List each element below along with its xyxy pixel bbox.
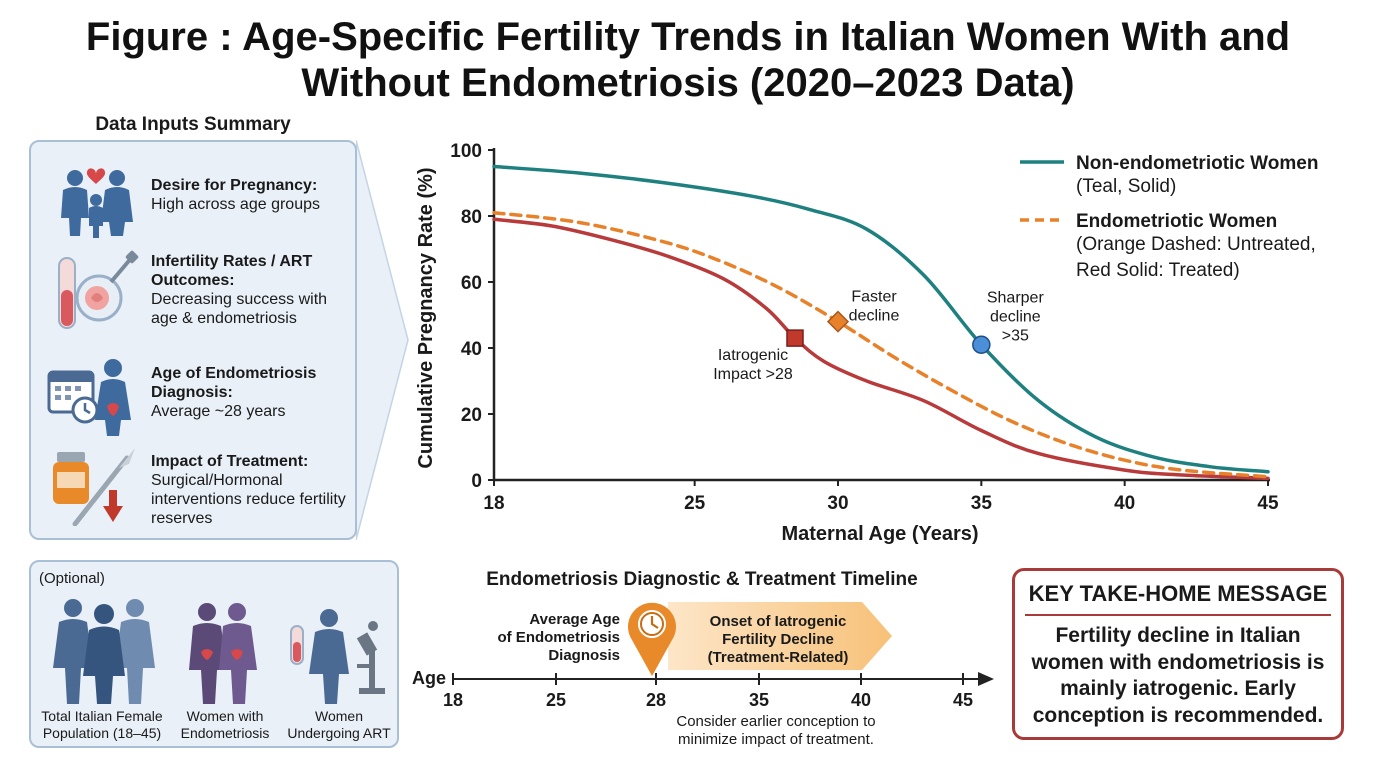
x-tick-label: 30 <box>827 493 848 514</box>
x-tick-label: 35 <box>971 493 993 514</box>
x-tick-label: 40 <box>1114 493 1135 514</box>
test-tube-embryo-icon <box>58 250 139 329</box>
chart-legend: Non-endometriotic Women (Teal, Solid) En… <box>1020 153 1318 281</box>
marker-annotation-line: Impact >28 <box>713 366 793 383</box>
iatrogenic-decline-arrow <box>668 602 892 670</box>
decline-label-line: (Treatment-Related) <box>708 649 849 666</box>
y-tick-label: 40 <box>461 339 482 360</box>
marker-layer <box>786 310 991 354</box>
marker-iatrogenic-square <box>786 329 804 347</box>
marker-annotation-line: Sharper <box>987 290 1045 307</box>
timeline-tick-label: 40 <box>851 690 871 710</box>
x-tick-label: 45 <box>1257 493 1279 514</box>
women-endometriosis-icon <box>189 603 257 704</box>
summary-item-title: Age of Endometriosis Diagnosis: <box>151 365 317 401</box>
summary-item-title: Impact of Treatment: <box>151 453 309 470</box>
marker-annotation-line: Faster <box>851 289 897 306</box>
marker-annotation-line: decline <box>990 309 1041 326</box>
decline-label-line: Fertility Decline <box>722 631 834 648</box>
legend-desc-non-endometriotic: (Teal, Solid) <box>1076 176 1176 197</box>
takehome-body: Fertility decline in Italian women with … <box>1031 624 1325 727</box>
woman-art-icon <box>290 609 385 704</box>
treatment-timeline: Endometriosis Diagnostic & Treatment Tim… <box>412 569 994 748</box>
y-tick-label: 100 <box>450 141 482 162</box>
summary-item-treatment-impact: Impact of Treatment: Surgical/Hormonal i… <box>31 444 355 538</box>
optional-population-panel: (Optional) Total Italian Female Populati… <box>29 560 399 748</box>
legend-desc-endometriotic: (Orange Dashed: Untreated, Red Solid: Tre… <box>1076 234 1316 281</box>
summary-item-text: High across age groups <box>151 196 320 213</box>
summary-item-text: Average ~28 years <box>151 403 286 420</box>
timeline-arrowhead <box>978 672 994 686</box>
y-axis-title: Cumulative Pregnancy Rate (%) <box>415 167 437 468</box>
timeline-tick-label: 25 <box>546 690 566 710</box>
timeline-tick-label: 45 <box>953 690 973 710</box>
figure-title: Figure : Age-Specific Fertility Trends i… <box>85 15 1291 105</box>
legend-label-endometriotic: Endometriotic Women <box>1076 211 1277 232</box>
optional-caption-art: Women Undergoing ART <box>287 708 391 741</box>
y-tick-label: 60 <box>461 273 482 294</box>
timeline-note-line: Consider earlier conception to <box>676 713 875 730</box>
optional-caption-total-population: Total Italian Female Population (18–45) <box>41 708 163 741</box>
series-line-endometriotic-treated <box>492 217 1270 481</box>
callout-wedge <box>356 140 409 541</box>
legend-label-non-endometriotic: Non-endometriotic Women <box>1076 153 1318 174</box>
summary-item-pregnancy-desire: Desire for Pregnancy: High across age gr… <box>31 156 355 242</box>
legend-desc-line: (Orange Dashed: Untreated, <box>1076 234 1316 255</box>
diagnosis-label-line: Diagnosis <box>548 647 620 664</box>
timeline-ticks: 18 25 28 35 40 45 <box>443 673 973 710</box>
marker-annotation-line: >35 <box>1002 328 1029 345</box>
marker-faster-decline-diamond <box>826 310 850 333</box>
optional-caption-endometriosis: Women with Endometriosis <box>180 708 270 741</box>
series-line-non-endometriotic <box>492 164 1270 474</box>
y-tick-label: 20 <box>461 405 482 426</box>
y-axis-ticks: 0 20 40 60 80 100 <box>450 141 494 492</box>
timeline-tick-label: 35 <box>749 690 769 710</box>
annotation-layer: Iatrogenic Impact >28 Faster decline Sharper… <box>713 289 1044 384</box>
diagnosis-label-line: of Endometriosis <box>497 629 620 646</box>
pill-bottle-scalpel-icon <box>53 448 135 526</box>
timeline-axis-label: Age <box>412 668 446 688</box>
summary-heading: Data Inputs Summary <box>95 114 291 135</box>
summary-item-title: Desire for Pregnancy: <box>151 177 318 194</box>
calendar-woman-icon <box>47 359 131 436</box>
timeline-note-line: minimize impact of treatment. <box>678 731 874 748</box>
data-inputs-panel: Desire for Pregnancy: High across age gr… <box>29 140 357 540</box>
women-group-icon <box>53 599 155 704</box>
key-takehome-box: KEY TAKE-HOME MESSAGE Fertility decline … <box>1012 568 1344 740</box>
marker-sharper-decline-circle <box>972 335 991 354</box>
timeline-title: Endometriosis Diagnostic & Treatment Tim… <box>486 569 917 590</box>
family-heart-icon <box>61 168 133 238</box>
series-line-endometriotic-untreated <box>492 210 1270 479</box>
legend-desc-line: Red Solid: Treated) <box>1076 260 1240 281</box>
y-tick-label: 0 <box>471 471 482 492</box>
x-axis-ticks: 18 25 30 35 40 45 <box>483 480 1279 514</box>
summary-item-title: Infertility Rates / ART Outcomes: <box>151 253 313 289</box>
clock-pin-icon <box>628 602 677 676</box>
x-axis-title: Maternal Age (Years) <box>781 523 978 545</box>
marker-annotation-line: decline <box>849 308 900 325</box>
summary-item-diagnosis-age: Age of Endometriosis Diagnosis: Average … <box>31 354 355 450</box>
summary-item-infertility-art: Infertility Rates / ART Outcomes: Decrea… <box>31 248 355 348</box>
decline-label-line: Onset of Iatrogenic <box>710 613 847 630</box>
takehome-heading: KEY TAKE-HOME MESSAGE <box>1028 581 1328 606</box>
timeline-tick-label: 18 <box>443 690 463 710</box>
diagnosis-label-line: Average Age <box>529 611 620 628</box>
y-tick-label: 80 <box>461 207 482 228</box>
takehome-divider <box>1025 614 1331 616</box>
marker-annotation-line: Iatrogenic <box>718 347 788 364</box>
summary-item-text: Decreasing success with age & endometrio… <box>151 291 328 327</box>
x-tick-label: 18 <box>483 493 504 514</box>
summary-item-text: Surgical/Hormonal interventions reduce f… <box>151 472 346 527</box>
timeline-tick-label: 28 <box>646 690 666 710</box>
series-layer <box>492 164 1270 481</box>
optional-label: (Optional) <box>39 570 105 587</box>
x-tick-label: 25 <box>684 493 706 514</box>
